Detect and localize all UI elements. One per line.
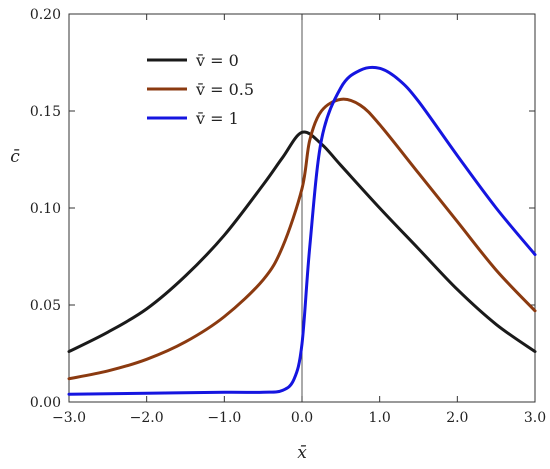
y-tick-label: 0.15 — [30, 104, 61, 120]
y-axis-label: c̄ — [10, 147, 20, 167]
legend: v̄ = 0 v̄ = 0.5 v̄ = 1 — [147, 51, 254, 128]
x-tick-label: −3.0 — [52, 410, 86, 426]
legend-label-1: v̄ = 0.5 — [195, 80, 254, 99]
x-tick-label: −2.0 — [130, 410, 164, 426]
series-line-1 — [67, 97, 537, 381]
y-tick-label: 0.10 — [30, 201, 61, 217]
legend-label-0: v̄ = 0 — [195, 51, 239, 70]
y-tick-label: 0.00 — [30, 395, 61, 411]
x-tick-label: −1.0 — [207, 410, 241, 426]
series-line-2 — [67, 65, 537, 396]
y-tick-label: 0.20 — [30, 7, 61, 23]
series-group — [67, 65, 537, 396]
x-tick-label: 3.0 — [524, 410, 546, 426]
axis-ticks: −3.0 −2.0 −1.0 0.0 1.0 2.0 3.0 0.00 0.05 0.10 0.15… — [30, 7, 546, 426]
y-tick-label: 0.05 — [30, 298, 61, 314]
x-axis-label: x̄ — [297, 443, 307, 463]
x-tick-label: 0.0 — [291, 410, 313, 426]
series-line-0 — [67, 130, 537, 354]
x-tick-label: 2.0 — [446, 410, 468, 426]
x-tick-label: 1.0 — [369, 410, 391, 426]
legend-label-2: v̄ = 1 — [195, 109, 239, 128]
